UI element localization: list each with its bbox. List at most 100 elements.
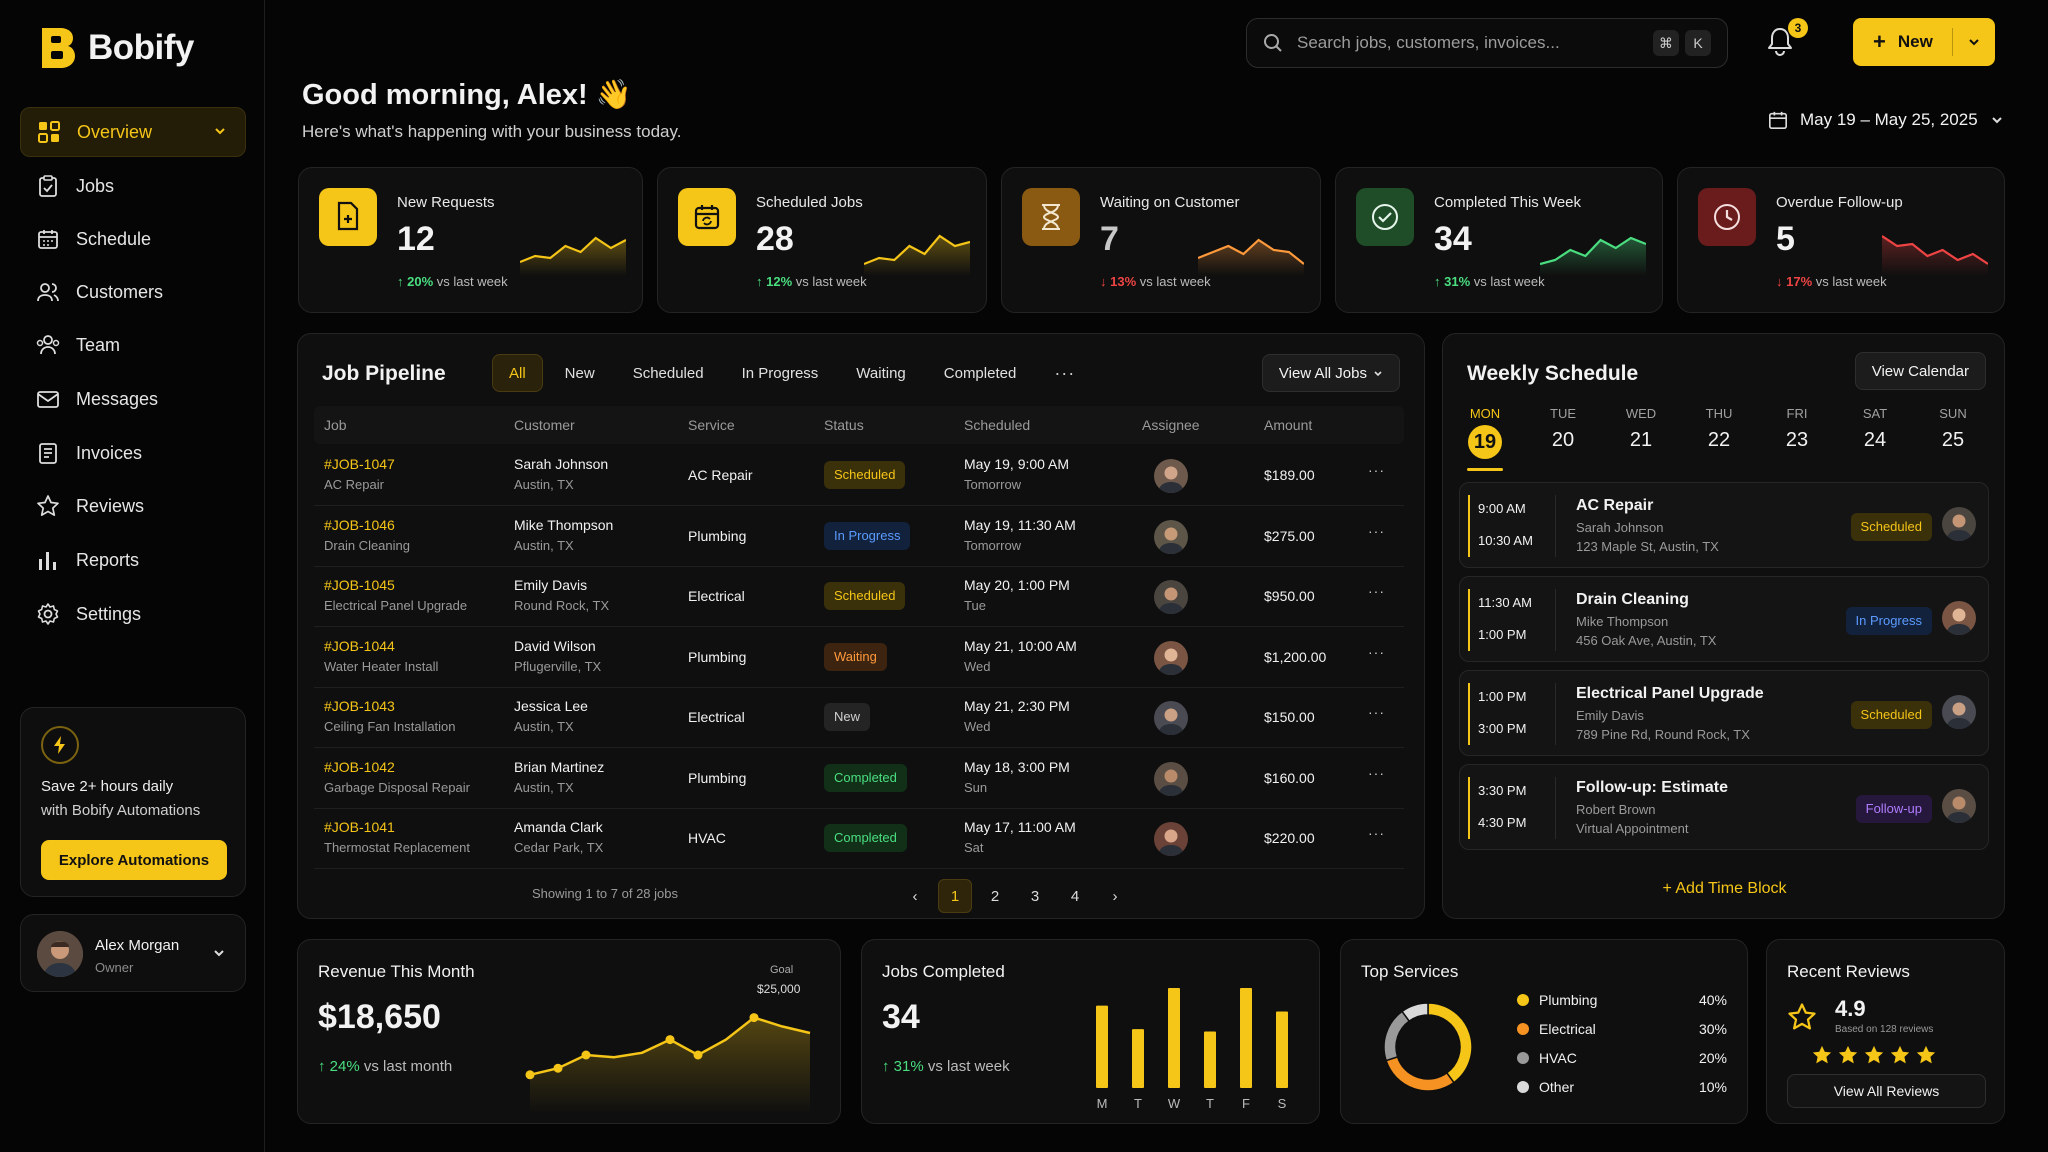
column-header[interactable]: Amount	[1264, 417, 1313, 433]
calendar-icon	[36, 227, 60, 251]
table-row[interactable]: #JOB-1046 Drain Cleaning Mike Thompson Aust…	[314, 507, 1404, 567]
stat-change: ↑ 20% vs last week	[397, 274, 508, 289]
stat-value: 5	[1776, 220, 1795, 258]
tab-completed[interactable]: Completed	[943, 364, 1017, 382]
day-column[interactable]: SAT 24	[1845, 406, 1905, 452]
sidebar-item-settings[interactable]: Settings	[20, 589, 246, 639]
schedule-event[interactable]: 11:30 AM 1:00 PM Drain Cleaning Mike Thomps…	[1459, 576, 1989, 662]
job-id[interactable]: #JOB-1047	[324, 456, 395, 472]
rating-value: 4.9	[1835, 996, 1866, 1021]
revenue-line-chart	[525, 1013, 811, 1114]
stat-card-waiting-on-customer[interactable]: Waiting on Customer 7 ↓ 13% vs last week	[1001, 167, 1321, 313]
view-calendar-button[interactable]: View Calendar	[1854, 352, 1986, 390]
row-actions-icon[interactable]: ···	[1368, 462, 1385, 478]
column-header[interactable]: Service	[688, 417, 735, 433]
column-header[interactable]: Assignee	[1142, 417, 1200, 433]
sidebar-item-jobs[interactable]: Jobs	[20, 161, 246, 211]
row-actions-icon[interactable]: ···	[1368, 522, 1385, 539]
date-range-picker[interactable]: May 19 – May 25, 2025	[1768, 110, 2004, 130]
stat-label: Scheduled Jobs	[756, 194, 863, 211]
tab-scheduled[interactable]: Scheduled	[632, 364, 704, 382]
table-row[interactable]: #JOB-1047 AC Repair Sarah Johnson Austin, T…	[314, 446, 1404, 506]
schedule-event[interactable]: 9:00 AM 10:30 AM AC Repair Sarah Johnson 123…	[1459, 482, 1989, 568]
day-column[interactable]: FRI 23	[1767, 406, 1827, 452]
row-actions-icon[interactable]: ···	[1368, 704, 1385, 720]
day-column[interactable]: WED 21	[1611, 406, 1671, 452]
schedule-event[interactable]: 3:30 PM 4:30 PM Follow-up: Estimate Robert …	[1459, 764, 1989, 850]
jobs-completed-card: Jobs Completed 34 ↑ 31% vs last week M T W…	[861, 939, 1320, 1124]
job-id[interactable]: #JOB-1044	[324, 637, 395, 654]
assignee-avatar	[1942, 601, 1976, 635]
more-tabs-icon[interactable]: ···	[1054, 362, 1076, 383]
clock-icon	[1698, 188, 1756, 246]
stat-card-overdue-follow-up[interactable]: Overdue Follow-up 5 ↓ 17% vs last week	[1677, 167, 2005, 313]
explore-automations-button[interactable]: Explore Automations	[41, 840, 227, 880]
sidebar-item-reviews[interactable]: Reviews	[20, 481, 246, 531]
job-id[interactable]: #JOB-1043	[324, 698, 395, 714]
tab-all[interactable]: All	[492, 354, 543, 392]
row-actions-icon[interactable]: ···	[1368, 643, 1385, 660]
day-column[interactable]: SUN 25	[1923, 406, 1983, 452]
table-row[interactable]: #JOB-1044 Water Heater Install David Wilso…	[314, 628, 1404, 688]
day-column[interactable]: TUE 20	[1533, 406, 1593, 452]
scheduled-relative: Sat	[964, 840, 984, 855]
row-actions-icon[interactable]: ···	[1368, 825, 1385, 841]
table-row[interactable]: #JOB-1042 Garbage Disposal Repair Brian Ma…	[314, 749, 1404, 809]
sidebar-item-invoices[interactable]: Invoices	[20, 428, 246, 478]
day-column[interactable]: MON 19	[1455, 406, 1515, 459]
tab-waiting[interactable]: Waiting	[856, 364, 906, 382]
job-id[interactable]: #JOB-1041	[324, 819, 395, 835]
next-page-icon[interactable]: ›	[1112, 887, 1118, 905]
app-logo[interactable]: Bobify	[40, 26, 194, 70]
legend-value: 10%	[1698, 1079, 1727, 1095]
sidebar-item-reports[interactable]: Reports	[20, 535, 246, 585]
bar-label: T	[1206, 1096, 1214, 1111]
column-header[interactable]: Job	[324, 417, 347, 433]
prev-page-icon[interactable]: ‹	[912, 887, 918, 905]
user-profile[interactable]: Alex Morgan Owner	[20, 914, 246, 992]
stat-card-new-requests[interactable]: New Requests 12 ↑ 20% vs last week	[298, 167, 643, 313]
job-id[interactable]: #JOB-1045	[324, 577, 395, 593]
revenue-change: ↑ 24% vs last month	[318, 1058, 453, 1075]
tab-in-progress[interactable]: In Progress	[741, 364, 819, 382]
reviews-title: Recent Reviews	[1787, 962, 1910, 981]
sidebar-item-label: Settings	[76, 603, 142, 624]
page-subtitle: Here's what's happening with your busine…	[302, 122, 682, 141]
new-button[interactable]: + New	[1853, 18, 1995, 66]
column-header[interactable]: Scheduled	[964, 417, 1031, 433]
tab-new[interactable]: New	[564, 364, 595, 382]
chevron-down-icon[interactable]	[1967, 35, 1981, 49]
column-header[interactable]: Status	[824, 417, 864, 433]
day-column[interactable]: THU 22	[1689, 406, 1749, 452]
stat-card-completed-this-week[interactable]: Completed This Week 34 ↑ 31% vs last wee…	[1335, 167, 1663, 313]
table-row[interactable]: #JOB-1041 Thermostat Replacement Amanda Cl…	[314, 809, 1404, 869]
row-actions-icon[interactable]: ···	[1368, 583, 1385, 599]
sidebar-item-team[interactable]: Team	[20, 320, 246, 370]
page-button[interactable]: 2	[990, 887, 1000, 905]
table-row[interactable]: #JOB-1043 Ceiling Fan Installation Jessica…	[314, 688, 1404, 748]
view-all-reviews-button[interactable]: View All Reviews	[1787, 1074, 1986, 1108]
job-id[interactable]: #JOB-1042	[324, 758, 395, 775]
schedule-event[interactable]: 1:00 PM 3:00 PM Electrical Panel Upgrade Em…	[1459, 670, 1989, 756]
sidebar-item-overview[interactable]: Overview	[20, 107, 246, 157]
new-button-label: New	[1897, 32, 1933, 51]
service: Plumbing	[688, 648, 747, 665]
sidebar-item-messages[interactable]: Messages	[20, 374, 246, 424]
stat-card-scheduled-jobs[interactable]: Scheduled Jobs 28 ↑ 12% vs last week	[657, 167, 987, 313]
search-input[interactable]: Search jobs, customers, invoices... ⌘ K	[1246, 18, 1728, 68]
page-button[interactable]: 1	[938, 879, 972, 913]
bar-label: M	[1097, 1096, 1108, 1111]
sidebar-item-customers[interactable]: Customers	[20, 267, 246, 317]
page-button[interactable]: 4	[1070, 887, 1080, 905]
job-id[interactable]: #JOB-1046	[324, 516, 395, 533]
page-button[interactable]: 3	[1030, 887, 1040, 905]
add-time-block-button[interactable]: + Add Time Block	[1662, 880, 1787, 897]
view-all-jobs-button[interactable]: View All Jobs	[1261, 354, 1400, 392]
notification-bell-icon[interactable]	[1766, 26, 1794, 56]
column-header[interactable]: Customer	[514, 417, 575, 433]
amount: $189.00	[1264, 467, 1315, 483]
row-actions-icon[interactable]: ···	[1368, 764, 1385, 781]
table-row[interactable]: #JOB-1045 Electrical Panel Upgrade Emily D…	[314, 567, 1404, 627]
jobs-completed-value: 34	[882, 998, 920, 1036]
sidebar-item-schedule[interactable]: Schedule	[20, 214, 246, 264]
